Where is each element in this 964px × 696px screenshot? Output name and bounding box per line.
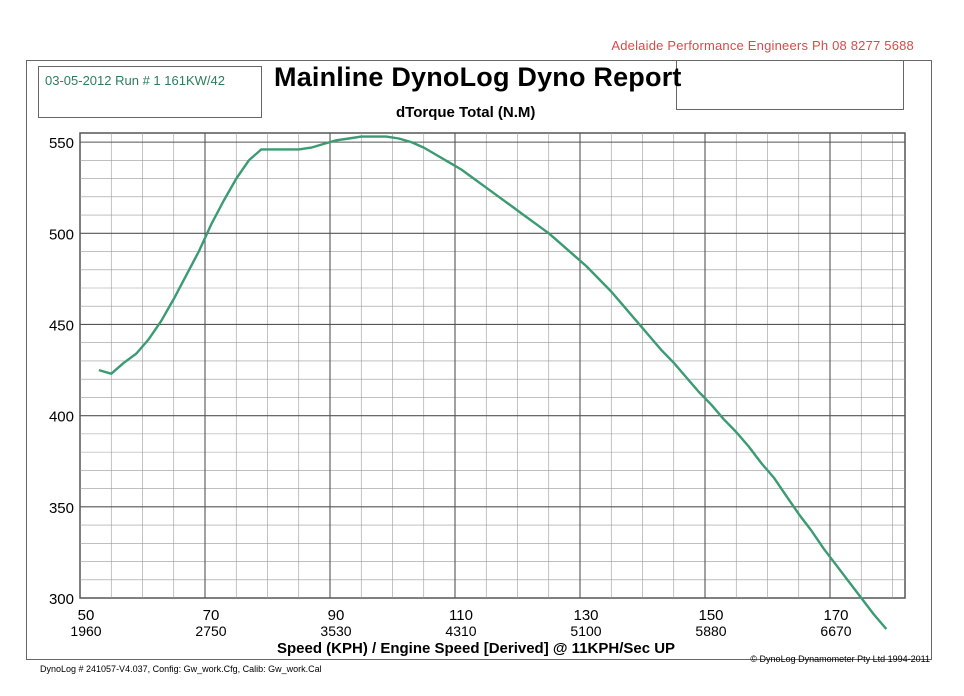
config-footer: DynoLog # 241057-V4.037, Config: Gw_work…: [40, 664, 322, 674]
x-tick-label: 90: [328, 607, 345, 624]
torque-curve: [98, 135, 888, 630]
x-tick-label: 70: [203, 607, 220, 624]
report-frame: [26, 60, 932, 660]
x-tick-label: 150: [698, 607, 723, 624]
company-header: Adelaide Performance Engineers Ph 08 827…: [611, 38, 914, 53]
y-tick-label: 400: [49, 409, 74, 426]
x-tick-label: 170: [823, 607, 848, 624]
y-tick-label: 500: [49, 226, 74, 243]
y-tick-label: 300: [49, 591, 74, 608]
x-tick-rpm-label: 2750: [195, 623, 226, 639]
y-tick-label: 450: [49, 317, 74, 334]
x-tick-label: 110: [449, 607, 473, 624]
x-tick-rpm-label: 4310: [445, 623, 476, 639]
x-tick-rpm-label: 5100: [570, 623, 601, 639]
x-tick-label: 130: [573, 607, 598, 624]
x-tick-rpm-label: 1960: [70, 623, 101, 639]
x-tick-rpm-label: 5880: [695, 623, 726, 639]
run-info-box: 03-05-2012 Run # 1 161KW/42: [38, 66, 262, 118]
run-info-text: 03-05-2012 Run # 1 161KW/42: [45, 73, 225, 88]
x-tick-label: 50: [78, 607, 95, 624]
notes-box: [676, 60, 904, 110]
copyright-footer: © DynoLog Dynamometer Pty Ltd 1994-2011: [750, 654, 930, 664]
report-title: Mainline DynoLog Dyno Report: [274, 62, 682, 92]
chart-title: dTorque Total (N.M): [396, 104, 536, 121]
plot-border: [79, 132, 906, 599]
x-axis-label: Speed (KPH) / Engine Speed [Derived] @ 1…: [277, 640, 676, 657]
x-tick-rpm-label: 3530: [320, 623, 351, 639]
y-tick-label: 550: [49, 135, 74, 152]
torque-series: [98, 135, 888, 630]
chart-grid: [79, 132, 906, 599]
y-tick-label: 350: [49, 500, 74, 517]
x-tick-rpm-label: 6670: [820, 623, 851, 639]
